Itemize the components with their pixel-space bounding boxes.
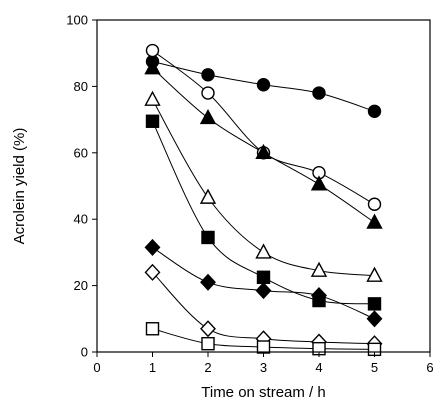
x-axis-label: Time on stream / h (201, 384, 325, 401)
filled-diamond-marker (200, 273, 216, 291)
open-circle-marker (367, 197, 382, 211)
open-triangle-marker (199, 188, 217, 204)
series-curve (152, 121, 375, 305)
filled-triangle-marker (255, 143, 272, 160)
y-tick-label: 60 (74, 145, 88, 160)
filled-diamond-marker (366, 310, 383, 328)
y-axis-label: Acrolein yield (%) (11, 128, 28, 245)
x-tick-label: 3 (260, 360, 267, 375)
y-tick-label: 80 (74, 79, 88, 94)
filled-circle-marker (367, 104, 382, 119)
filled-triangle-marker (144, 59, 161, 75)
x-tick-label: 0 (93, 360, 100, 375)
x-tick-label: 2 (204, 360, 211, 375)
open-diamond-marker (200, 320, 216, 338)
open-circle-marker (145, 43, 160, 58)
filled-square-marker (145, 114, 160, 128)
y-tick-label: 40 (74, 212, 88, 227)
filled-diamond-marker (144, 238, 161, 256)
y-tick-label: 0 (81, 345, 88, 360)
filled-circle-marker (256, 78, 271, 92)
fit-curves (152, 50, 375, 350)
open-triangle-marker (255, 243, 272, 259)
open-square-marker (201, 337, 215, 351)
open-triangle-marker (144, 90, 161, 106)
filled-square-marker (256, 270, 271, 284)
series-curve (152, 99, 375, 277)
filled-triangle-marker (310, 175, 328, 191)
open-square-marker (256, 340, 271, 354)
filled-diamond-marker (255, 282, 272, 300)
series-curve (152, 50, 375, 205)
x-tick-label: 1 (149, 360, 156, 375)
filled-circle-marker (312, 86, 326, 100)
open-square-marker (145, 322, 160, 336)
open-triangle-marker (366, 266, 383, 282)
filled-square-marker (367, 297, 382, 311)
y-tick-label: 20 (74, 278, 88, 293)
y-tick-label: 100 (66, 13, 88, 28)
filled-square-marker (201, 230, 215, 245)
x-tick-label: 5 (371, 360, 378, 375)
open-circle-marker (201, 86, 215, 100)
filled-triangle-marker (366, 213, 383, 229)
data-markers (144, 43, 383, 357)
x-tick-label: 6 (426, 360, 433, 375)
open-triangle-marker (310, 261, 328, 277)
filled-diamond-marker (311, 287, 327, 305)
x-tick-label: 4 (315, 360, 322, 375)
open-diamond-marker (144, 263, 161, 281)
filled-circle-marker (201, 68, 215, 82)
filled-triangle-marker (199, 108, 217, 125)
